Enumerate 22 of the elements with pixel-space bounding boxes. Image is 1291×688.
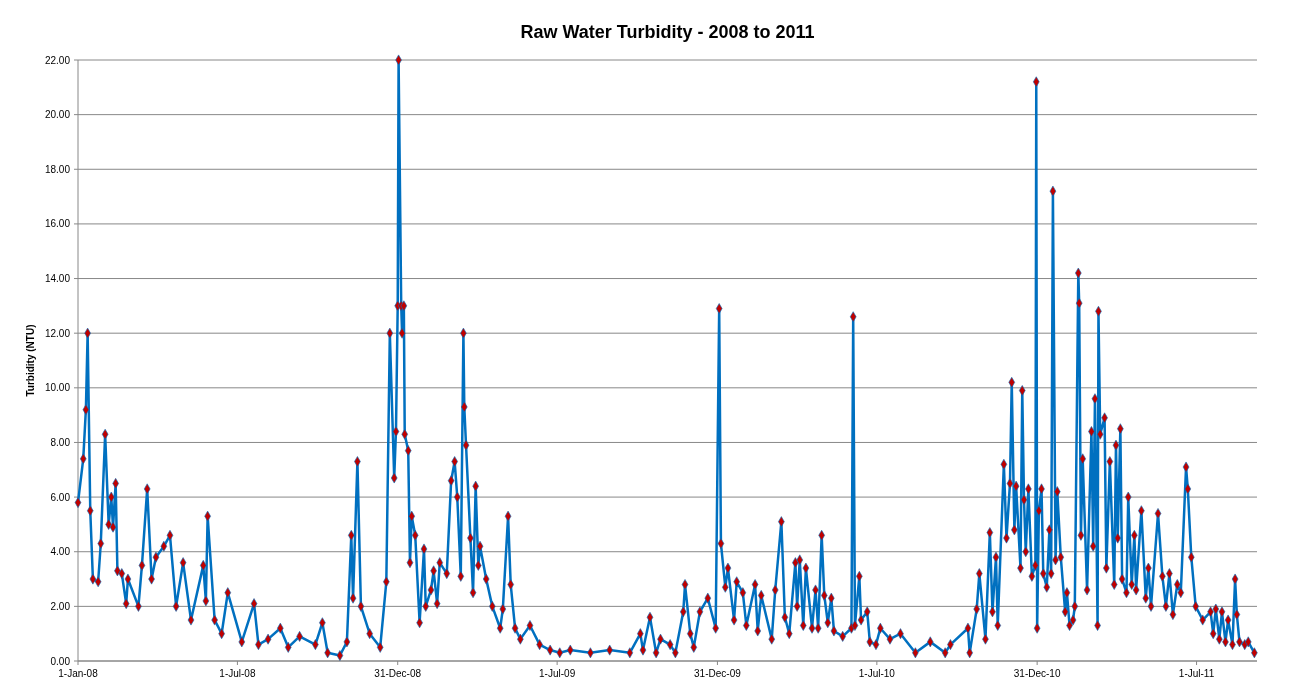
y-tick-label: 10.00 [44, 382, 71, 394]
x-tick-label: 31-Dec-10 [1013, 668, 1061, 679]
x-tick-label: 1-Jul-09 [539, 668, 576, 679]
y-tick-label: 16.00 [44, 218, 71, 230]
x-tick-label: 1-Jul-10 [858, 668, 896, 679]
y-axis-title: Turbidity (NTU) [25, 324, 36, 397]
y-tick-label: 6.00 [50, 491, 71, 503]
x-tick-label: 31-Dec-08 [374, 668, 422, 679]
y-tick-label: 2.00 [50, 600, 71, 612]
y-tick-label: 0.00 [50, 655, 71, 667]
y-tick-label: 12.00 [44, 327, 71, 339]
y-tick-label: 18.00 [44, 163, 71, 175]
y-tick-label: 4.00 [50, 546, 71, 558]
y-tick-label: 22.00 [44, 54, 71, 66]
x-tick-label: 31-Dec-09 [694, 668, 742, 679]
x-tick-label: 1-Jul-11 [1178, 668, 1215, 679]
x-tick-label: 1-Jul-08 [219, 668, 256, 679]
y-tick-label: 14.00 [44, 273, 71, 285]
y-tick-label: 20.00 [44, 109, 71, 121]
y-tick-label: 8.00 [50, 436, 71, 448]
chart-title: Raw Water Turbidity - 2008 to 2011 [520, 22, 815, 42]
x-tick-label: 1-Jan-08 [58, 668, 99, 679]
